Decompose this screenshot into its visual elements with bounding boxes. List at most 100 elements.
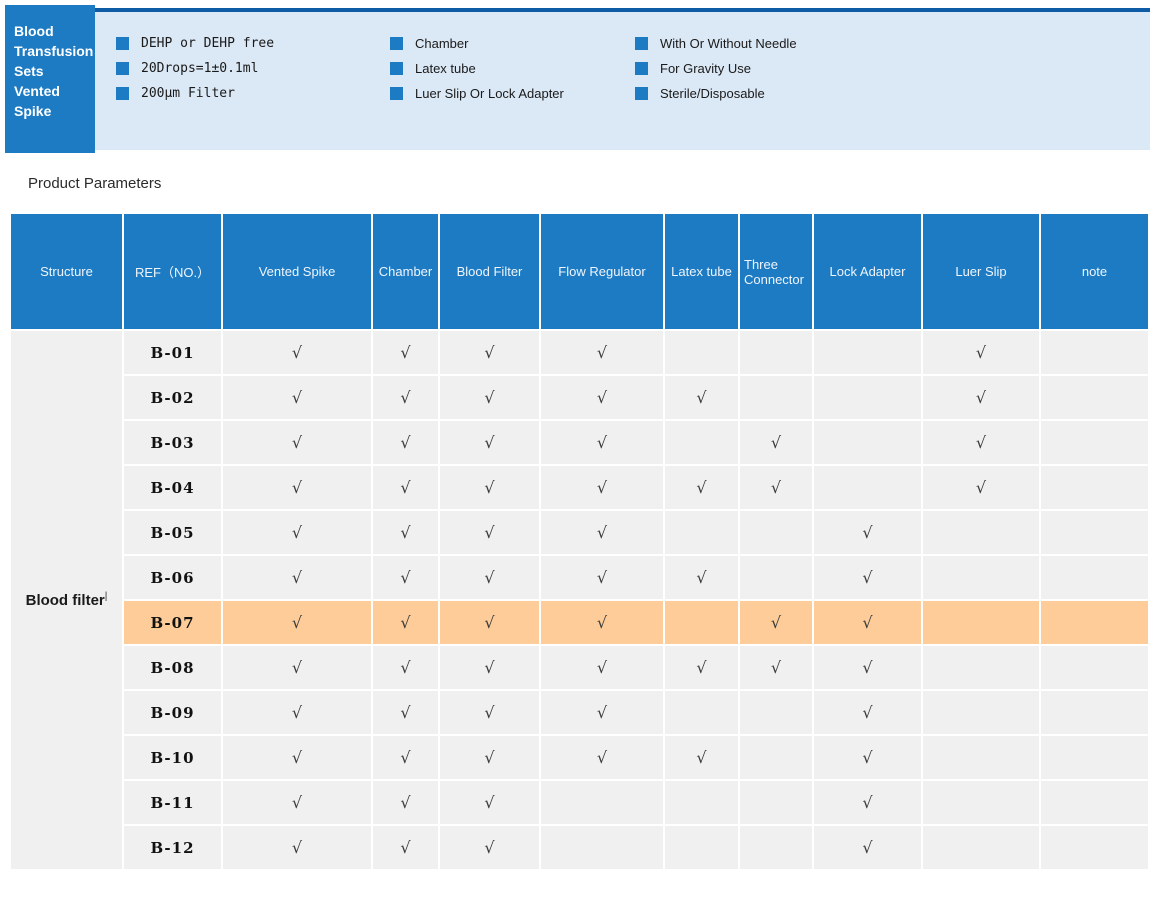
empty-cell [1039, 554, 1150, 601]
check-cell: √ [438, 599, 541, 646]
table-row: B-03 √ √ √ √ √ √ [10, 419, 1150, 466]
column-header-luer-slip: Luer Slip [921, 212, 1041, 331]
check-cell: √ [921, 374, 1041, 421]
check-cell: √ [738, 419, 814, 466]
check-cell: √ [221, 419, 373, 466]
check-cell: √ [221, 464, 373, 511]
empty-cell [663, 329, 740, 376]
empty-cell [663, 419, 740, 466]
empty-cell [1039, 689, 1150, 736]
feature-label: DEHP or DEHP free [141, 36, 275, 51]
column-header-structure: Structure [9, 212, 124, 331]
empty-cell [539, 824, 665, 871]
empty-cell [1039, 734, 1150, 781]
table-row: B-11 √ √ √ √ [10, 779, 1150, 826]
empty-cell [663, 599, 740, 646]
feature-label: 20Drops=1±0.1ml [141, 61, 259, 76]
feature-column-3: With Or Without Needle For Gravity Use Ste… [635, 36, 797, 101]
ref-cell: B-07 [122, 599, 223, 646]
check-cell: √ [371, 419, 440, 466]
feature-item: Luer Slip Or Lock Adapter [390, 86, 564, 101]
feature-label: For Gravity Use [660, 61, 752, 76]
column-header-vented-spike: Vented Spike [221, 212, 373, 331]
empty-cell [921, 509, 1041, 556]
empty-cell [1039, 419, 1150, 466]
empty-cell [921, 734, 1041, 781]
check-cell: √ [539, 554, 665, 601]
check-cell: √ [812, 779, 923, 826]
empty-cell [921, 824, 1041, 871]
feature-item: Latex tube [390, 61, 564, 76]
feature-label: Chamber [415, 36, 469, 51]
check-cell: √ [663, 644, 740, 691]
empty-cell [738, 734, 814, 781]
check-cell: √ [738, 644, 814, 691]
bullet-square-icon [635, 62, 648, 75]
check-cell: √ [221, 509, 373, 556]
check-cell: √ [371, 734, 440, 781]
ref-cell: B-01 [122, 329, 223, 376]
parameters-table: Structure REF（NO.） Vented Spike Chamber Bloo… [9, 212, 1150, 871]
empty-cell [1039, 329, 1150, 376]
feature-item: With Or Without Needle [635, 36, 797, 51]
check-cell: √ [812, 689, 923, 736]
check-cell: √ [663, 734, 740, 781]
column-header-blood-filter: Blood Filter [438, 212, 541, 331]
check-cell: √ [438, 374, 541, 421]
bullet-square-icon [116, 62, 129, 75]
check-cell: √ [539, 509, 665, 556]
feature-strip: DEHP or DEHP free 20Drops=1±0.1ml 200μm Fi… [95, 8, 1150, 150]
check-cell: √ [663, 374, 740, 421]
empty-cell [1039, 644, 1150, 691]
header-row: Structure REF（NO.） Vented Spike Chamber Bloo… [9, 212, 1150, 331]
check-cell: √ [438, 419, 541, 466]
empty-cell [663, 689, 740, 736]
table-row: B-12 √ √ √ √ [10, 824, 1150, 871]
table-row: B-08 √ √ √ √ √ √ √ [10, 644, 1150, 691]
check-cell: √ [921, 464, 1041, 511]
check-cell: √ [438, 464, 541, 511]
empty-cell [812, 329, 923, 376]
ref-cell: B-09 [122, 689, 223, 736]
feature-item: DEHP or DEHP free [116, 36, 274, 51]
empty-cell [921, 554, 1041, 601]
bullet-square-icon [635, 37, 648, 50]
empty-cell [812, 464, 923, 511]
table-row: B-02 √ √ √ √ √ √ [10, 374, 1150, 421]
check-cell: √ [438, 779, 541, 826]
table-head: Structure REF（NO.） Vented Spike Chamber Bloo… [9, 212, 1150, 331]
feature-column-1: DEHP or DEHP free 20Drops=1±0.1ml 200μm Fi… [116, 36, 274, 101]
empty-cell [1039, 779, 1150, 826]
column-header-flow-regulator: Flow Regulator [539, 212, 665, 331]
check-cell: √ [221, 554, 373, 601]
check-cell: √ [539, 419, 665, 466]
banner-title-line: Vented [14, 83, 60, 99]
check-cell: √ [371, 329, 440, 376]
table-row: B-05 √ √ √ √ √ [10, 509, 1150, 556]
check-cell: √ [371, 779, 440, 826]
empty-cell [812, 419, 923, 466]
column-header-lock-adapter: Lock Adapter [812, 212, 923, 331]
check-cell: √ [438, 824, 541, 871]
empty-cell [812, 374, 923, 421]
check-cell: √ [438, 734, 541, 781]
check-cell: √ [371, 509, 440, 556]
check-cell: √ [438, 554, 541, 601]
ref-cell: B-10 [122, 734, 223, 781]
empty-cell [1039, 599, 1150, 646]
check-cell: √ [539, 689, 665, 736]
empty-cell [663, 824, 740, 871]
table-body: Blood filter| B-01 √ √ √ √ √ B-02 √ √ √ √ √ √ B-03 √ √ √ √… [9, 329, 1150, 871]
check-cell: √ [221, 599, 373, 646]
bullet-square-icon [116, 87, 129, 100]
check-cell: √ [221, 824, 373, 871]
table-row: B-09 √ √ √ √ √ [10, 689, 1150, 736]
check-cell: √ [371, 599, 440, 646]
structure-cell: Blood filter| [9, 329, 124, 871]
check-cell: √ [812, 554, 923, 601]
check-cell: √ [221, 374, 373, 421]
feature-label: With Or Without Needle [660, 36, 797, 51]
check-cell: √ [221, 689, 373, 736]
check-cell: √ [738, 599, 814, 646]
